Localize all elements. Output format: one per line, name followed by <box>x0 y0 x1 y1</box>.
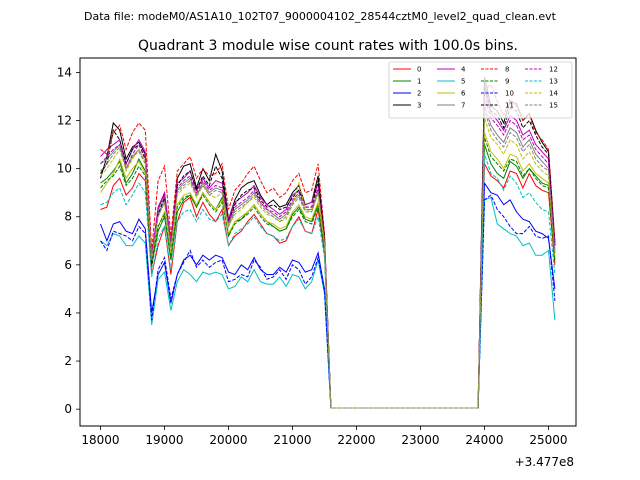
legend-label-13: 13 <box>549 78 558 86</box>
x-tick-label: 24000 <box>465 433 503 447</box>
y-tick-label: 8 <box>64 210 72 224</box>
x-tick-label: 22000 <box>337 433 375 447</box>
series-line-9 <box>100 137 556 409</box>
legend-label-3: 3 <box>417 102 421 110</box>
legend-label-0: 0 <box>417 66 421 74</box>
x-tick-label: 21000 <box>273 433 311 447</box>
series-line-1 <box>100 144 556 409</box>
series-lines <box>100 77 556 409</box>
y-tick-label: 6 <box>64 258 72 272</box>
x-tick-label: 18000 <box>81 433 119 447</box>
legend-label-4: 4 <box>461 66 466 74</box>
x-tick-label: 25000 <box>529 433 567 447</box>
legend-label-9: 9 <box>505 78 509 86</box>
legend-box <box>388 61 573 119</box>
x-tick-label: 20000 <box>209 433 247 447</box>
x-tick-label: 19000 <box>145 433 183 447</box>
series-line-12 <box>100 96 556 409</box>
legend-label-2: 2 <box>417 90 421 98</box>
legend-label-8: 8 <box>505 66 509 74</box>
datafile-label: Data file: modeM0/AS1A10_102T07_90000041… <box>84 10 557 23</box>
series-line-6 <box>100 132 556 409</box>
legend-label-7: 7 <box>461 102 465 110</box>
chart-title: Quadrant 3 module wise count rates with … <box>138 38 518 54</box>
series-line-4 <box>100 89 556 409</box>
legend-label-6: 6 <box>461 90 466 98</box>
series-line-5 <box>100 196 556 409</box>
x-offset-label: +3.477e8 <box>515 455 574 469</box>
legend-label-14: 14 <box>549 90 558 98</box>
series-line-13 <box>100 154 556 409</box>
plot-frame <box>79 57 577 427</box>
legend-label-5: 5 <box>461 78 465 86</box>
legend-label-11: 11 <box>505 102 514 110</box>
x-tick-label: 23000 <box>401 433 439 447</box>
axis-ticks: 18000 19000 20000 21000 22000 23000 24000 25000… <box>57 65 568 447</box>
legend-label-12: 12 <box>549 66 558 74</box>
y-tick-label: 2 <box>64 354 72 368</box>
legend-label-1: 1 <box>417 78 421 86</box>
y-tick-label: 14 <box>57 65 72 79</box>
y-tick-label: 12 <box>57 114 72 128</box>
legend-label-15: 15 <box>549 102 558 110</box>
y-tick-label: 0 <box>64 402 72 416</box>
series-line-10 <box>100 194 556 409</box>
y-tick-label: 10 <box>57 162 72 176</box>
series-line-15 <box>100 110 556 409</box>
y-tick-label: 4 <box>64 306 72 320</box>
legend-label-10: 10 <box>505 90 514 98</box>
